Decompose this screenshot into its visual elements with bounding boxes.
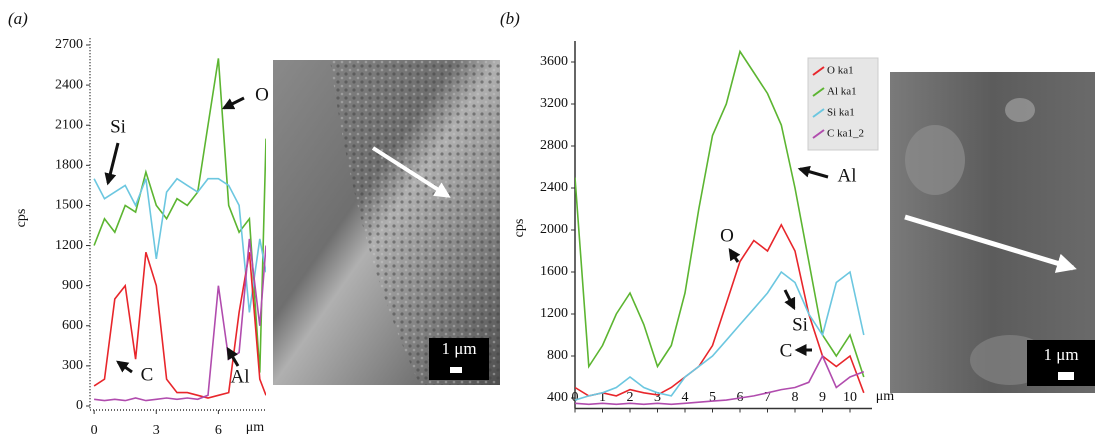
legend-label: Si ka1 xyxy=(827,107,855,119)
y-tick-label: 2400 xyxy=(540,180,568,195)
y-tick-label: 600 xyxy=(62,318,83,333)
annotation: Si xyxy=(792,314,808,335)
legend-swatch xyxy=(812,108,825,118)
annotation-arrow xyxy=(797,165,829,179)
x-tick-label: 9 xyxy=(819,390,826,405)
y-tick-label: 2800 xyxy=(540,138,568,153)
data-line xyxy=(94,238,266,402)
annotation-arrow xyxy=(221,96,245,110)
x-tick-label: 6 xyxy=(215,423,222,436)
annotation-arrow xyxy=(116,360,133,374)
x-tick-label: 2 xyxy=(627,390,634,405)
data-line xyxy=(575,270,865,401)
legend-swatch xyxy=(812,66,825,76)
annotation: Al xyxy=(231,366,250,387)
x-tick-label: 10 xyxy=(843,390,857,405)
sem-image-a xyxy=(273,60,500,385)
data-line xyxy=(575,354,865,406)
chart-panel: (a) cps μm 0 300 600 900 1200 1500 1800 2100 2400 27… xyxy=(8,9,477,436)
y-tick-label: 800 xyxy=(547,348,568,363)
x-tick-label: 0 xyxy=(572,390,579,405)
legend-box xyxy=(807,57,879,151)
y-tick-label: 1500 xyxy=(55,198,83,213)
y-tick-label: 1200 xyxy=(540,306,568,321)
annotation: Si xyxy=(110,116,126,137)
scale-bar-label: 1 μm xyxy=(1043,345,1078,364)
sem-image-b xyxy=(890,72,1095,393)
legend-label: Al ka1 xyxy=(827,86,857,98)
x-axis-unit: μm xyxy=(876,389,895,404)
legend-swatch xyxy=(812,129,825,139)
annotation: O xyxy=(720,225,734,246)
legend-swatch xyxy=(812,87,825,97)
y-tick-label: 1600 xyxy=(540,264,568,279)
y-tick-label: 3200 xyxy=(540,96,568,111)
y-tick-label: 3600 xyxy=(540,54,568,69)
x-tick-label: 1 xyxy=(599,390,606,405)
y-axis-label: cps xyxy=(14,209,29,228)
y-tick-label: 1800 xyxy=(55,158,83,173)
y-tick-label: 2000 xyxy=(540,222,568,237)
y-axis-label: cps xyxy=(512,219,527,238)
y-tick-label: 400 xyxy=(547,390,568,405)
data-line xyxy=(93,177,266,313)
annotation: Al xyxy=(838,165,857,186)
y-tick-label: 300 xyxy=(62,358,83,373)
y-tick-label: 2700 xyxy=(55,37,83,52)
data-line xyxy=(93,251,266,399)
annotation-arrow xyxy=(226,346,240,367)
y-tick-label: 900 xyxy=(62,278,83,293)
chart-panel: (b) cps μm 400 800 1200 1600 2000 2400 2800 3200 36… xyxy=(500,9,1079,413)
scale-bar-label: 1 μm xyxy=(441,339,476,358)
data-line xyxy=(575,223,865,397)
legend-label: C ka1_2 xyxy=(827,128,864,140)
y-tick-label: 2100 xyxy=(55,117,83,132)
y-tick-label: 0 xyxy=(76,398,83,413)
x-axis-unit: μm xyxy=(246,420,265,435)
annotation: C xyxy=(141,364,154,385)
x-tick-label: 0 xyxy=(91,423,98,436)
y-tick-label: 1200 xyxy=(55,238,83,253)
data-line xyxy=(575,49,865,378)
panel-label: (b) xyxy=(500,9,520,28)
x-tick-label: 8 xyxy=(792,390,799,405)
annotation: C xyxy=(780,340,793,361)
x-tick-label: 5 xyxy=(709,390,716,405)
legend-label: O ka1 xyxy=(827,65,854,77)
annotation-arrow xyxy=(104,142,120,186)
x-tick-label: 4 xyxy=(682,390,689,405)
annotation: O xyxy=(255,84,269,105)
x-tick-label: 7 xyxy=(764,390,771,405)
panel-label: (a) xyxy=(8,9,28,28)
x-tick-label: 3 xyxy=(153,423,160,436)
annotation-arrow xyxy=(783,289,796,311)
x-tick-label: 3 xyxy=(654,390,661,405)
y-tick-label: 2400 xyxy=(55,77,83,92)
annotation-arrow xyxy=(728,248,741,263)
